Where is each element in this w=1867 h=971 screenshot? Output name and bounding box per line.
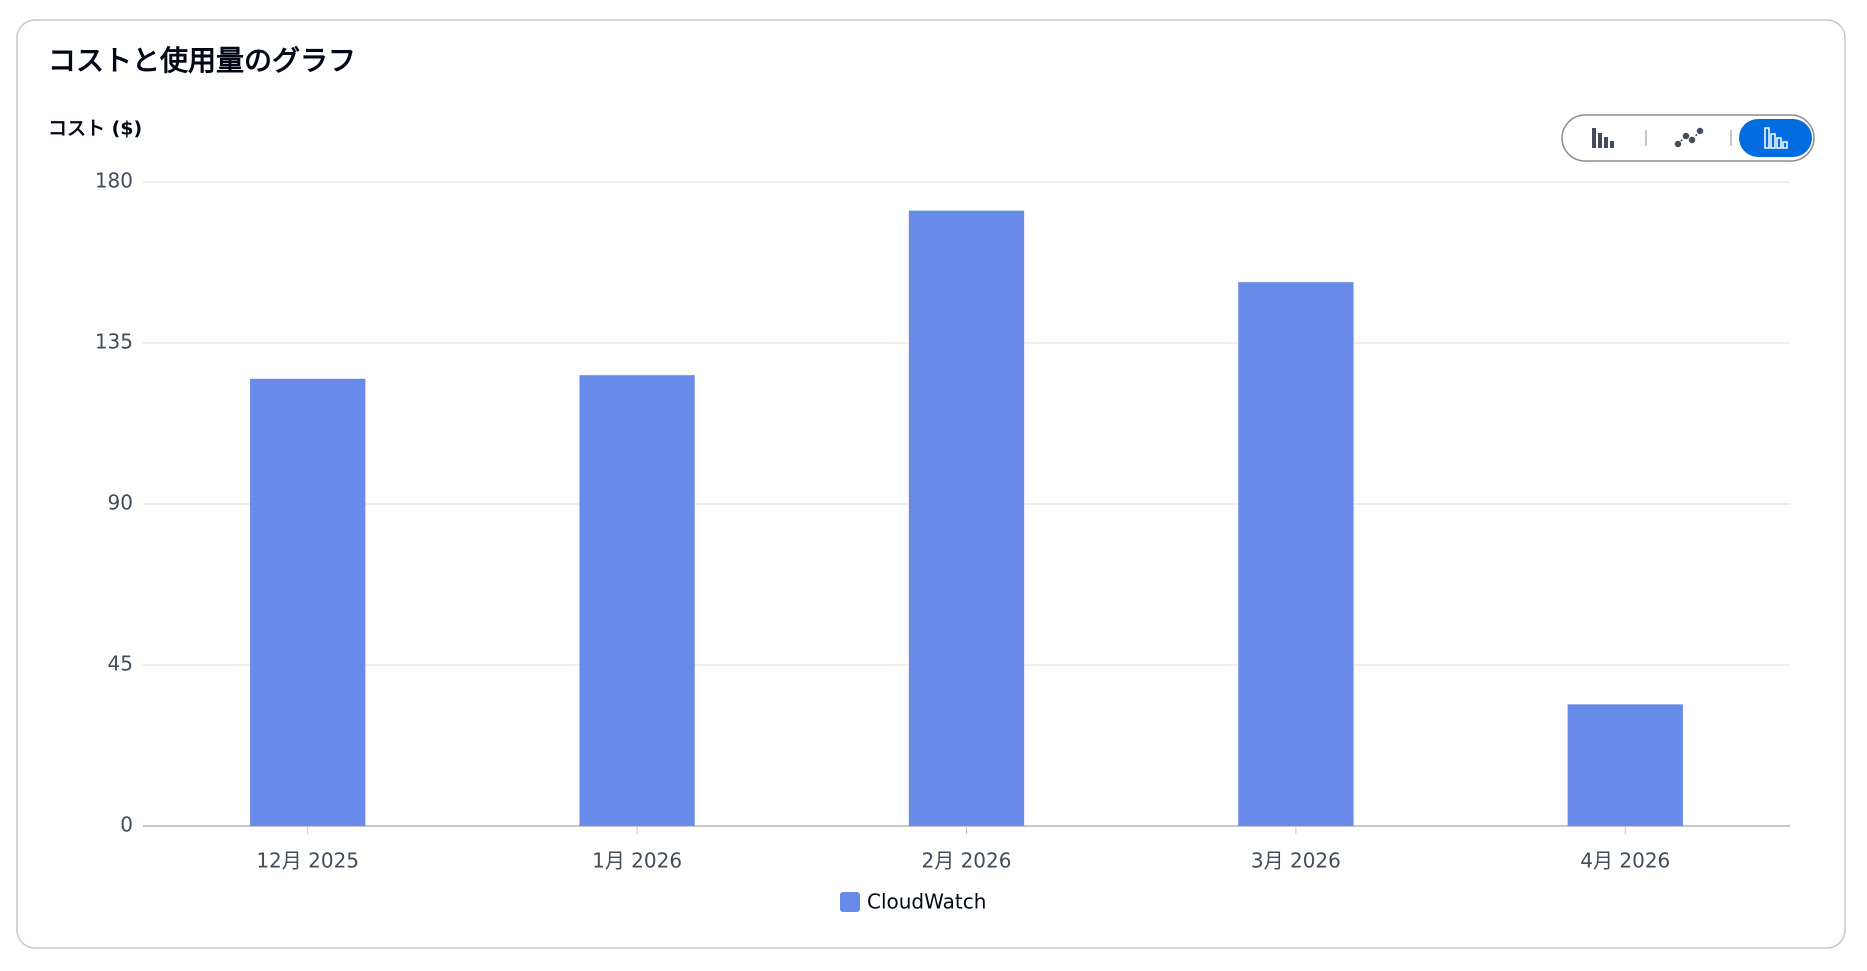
line-toggle[interactable] <box>1674 127 1704 148</box>
x-tick-label: 3月 2026 <box>1251 849 1341 873</box>
legend-swatch <box>840 892 860 912</box>
legend-label: CloudWatch <box>867 890 986 914</box>
x-tick-label: 12月 2025 <box>256 849 359 873</box>
bar <box>908 210 1025 827</box>
y-tick-label: 45 <box>108 652 133 676</box>
chart-title: コストと使用量のグラフ <box>48 44 356 77</box>
x-tick-label: 2月 2026 <box>922 849 1012 873</box>
y-tick-label: 135 <box>95 330 133 354</box>
bar <box>1238 282 1354 827</box>
y-tick-label: 180 <box>95 169 133 193</box>
y-tick-label: 90 <box>108 491 133 515</box>
x-tick-label: 1月 2026 <box>592 849 682 873</box>
y-axis-label: コスト ($) <box>48 118 142 140</box>
bar <box>579 375 695 826</box>
y-tick-label: 0 <box>120 813 133 837</box>
x-tick-label: 4月 2026 <box>1580 849 1670 873</box>
chart-type-toggle <box>1561 114 1815 162</box>
bar <box>250 378 366 826</box>
bar <box>1567 704 1683 826</box>
stacked-icon <box>1764 127 1788 149</box>
bar-toggle[interactable] <box>1592 128 1614 148</box>
